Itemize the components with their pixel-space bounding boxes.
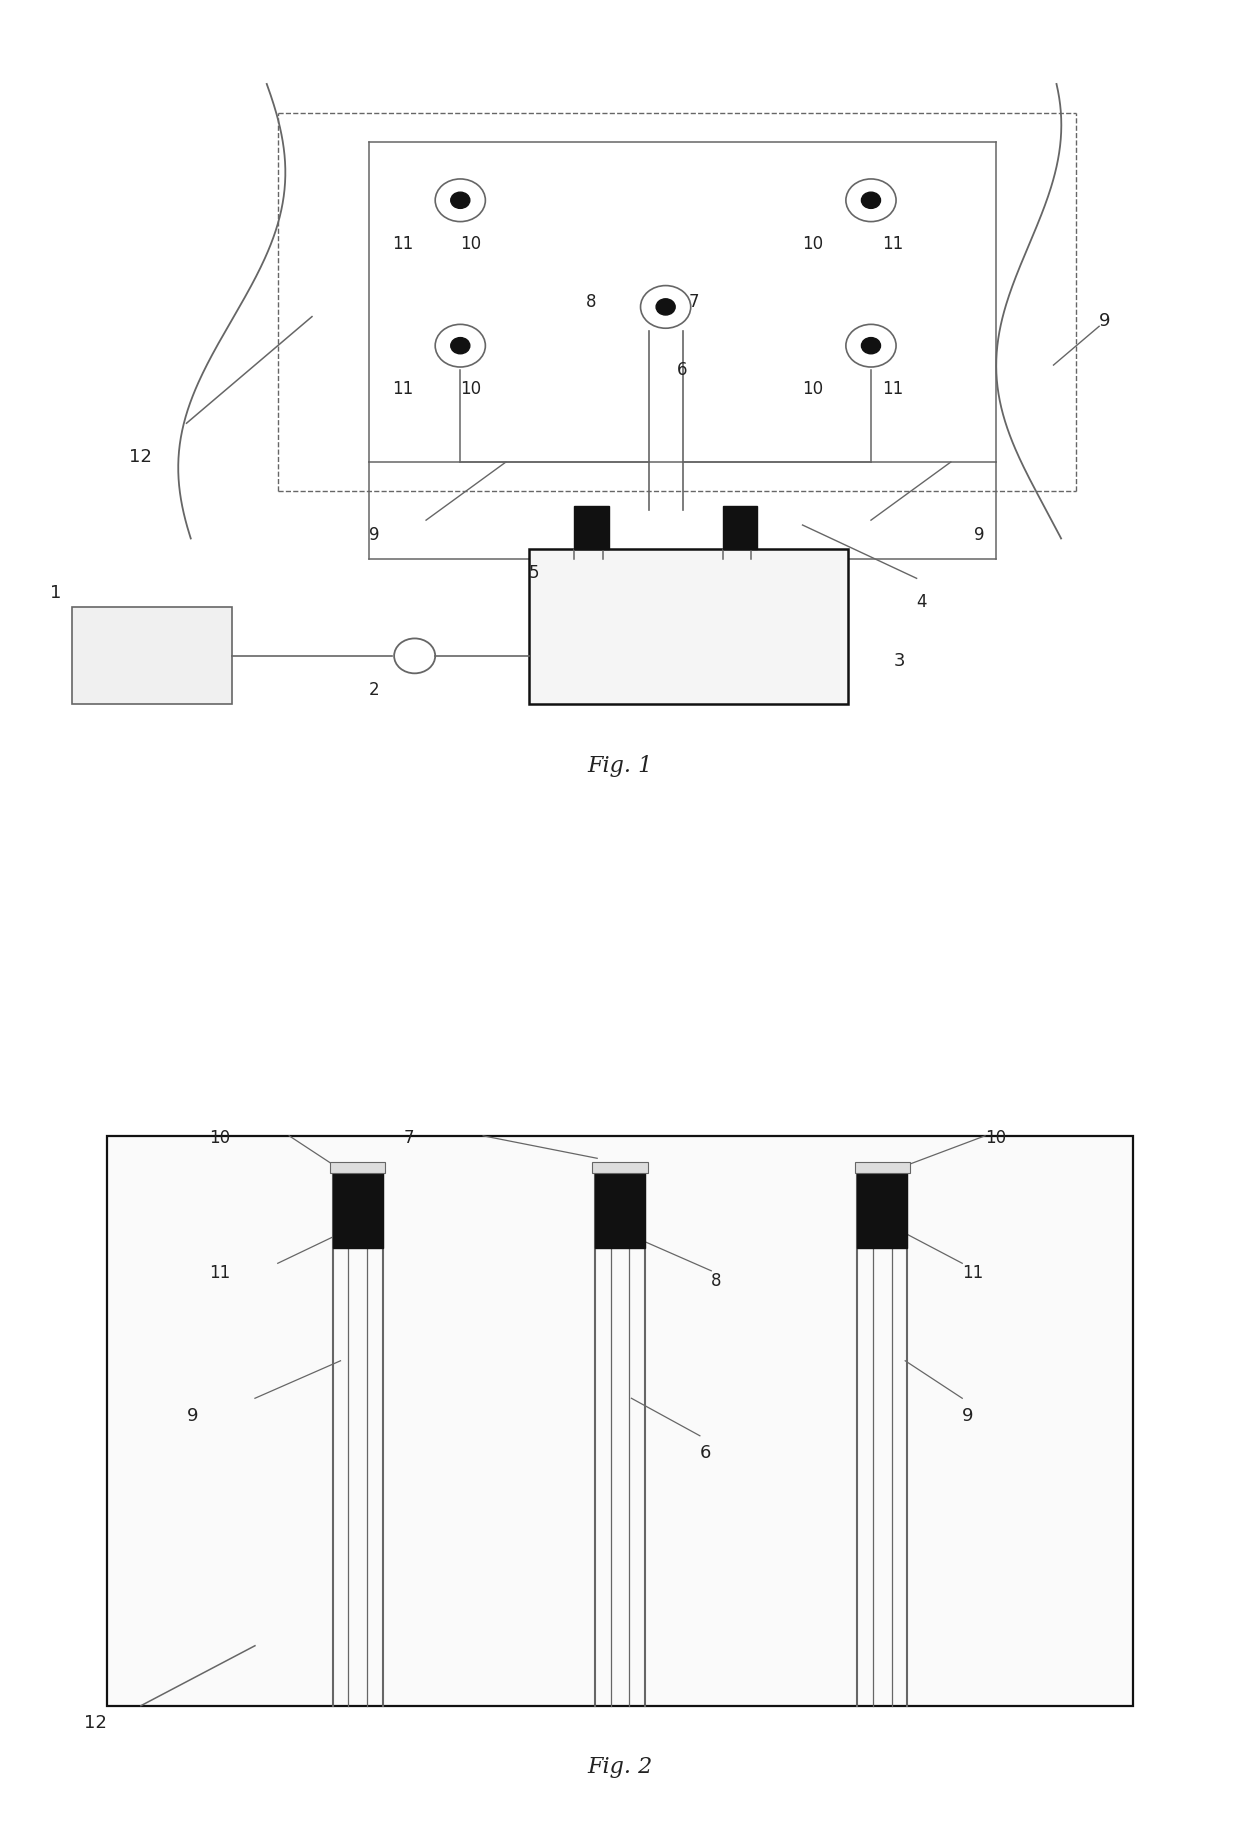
Bar — [593, 1161, 647, 1174]
Text: 9: 9 — [1099, 313, 1111, 331]
Circle shape — [451, 338, 470, 353]
Text: 9: 9 — [370, 525, 379, 543]
Bar — [854, 1161, 910, 1174]
Bar — [332, 1174, 383, 1249]
Text: 3: 3 — [894, 651, 905, 669]
Text: 11: 11 — [210, 1264, 231, 1282]
Text: 4: 4 — [916, 593, 928, 611]
Text: 12: 12 — [129, 448, 153, 466]
Text: 8: 8 — [712, 1271, 722, 1289]
Text: 5: 5 — [528, 565, 539, 582]
Text: Fig. 1: Fig. 1 — [588, 755, 652, 777]
Text: 11: 11 — [392, 234, 413, 252]
Bar — [330, 1161, 386, 1174]
Text: 10: 10 — [985, 1128, 1006, 1147]
Text: 9: 9 — [186, 1407, 198, 1425]
Text: 8: 8 — [585, 293, 596, 311]
Text: 12: 12 — [84, 1714, 107, 1732]
Text: 7: 7 — [403, 1128, 414, 1147]
Text: 2: 2 — [370, 680, 379, 699]
Circle shape — [656, 298, 675, 315]
Bar — [528, 549, 848, 704]
Text: 11: 11 — [962, 1264, 983, 1282]
Text: 10: 10 — [460, 380, 481, 399]
Text: 6: 6 — [677, 360, 687, 379]
Circle shape — [451, 192, 470, 209]
Text: 10: 10 — [802, 380, 823, 399]
Text: 1: 1 — [50, 583, 61, 602]
Bar — [723, 505, 756, 549]
Text: 10: 10 — [210, 1128, 231, 1147]
Bar — [857, 1174, 908, 1249]
Bar — [574, 505, 609, 549]
Text: 7: 7 — [688, 293, 699, 311]
Text: 10: 10 — [460, 234, 481, 252]
Text: 9: 9 — [962, 1407, 973, 1425]
Circle shape — [862, 192, 880, 209]
Text: 6: 6 — [699, 1445, 712, 1461]
Text: 11: 11 — [883, 380, 904, 399]
Text: Fig. 2: Fig. 2 — [588, 1756, 652, 1778]
Text: 9: 9 — [973, 525, 985, 543]
Bar — [107, 1136, 1133, 1706]
Text: 10: 10 — [802, 234, 823, 252]
Circle shape — [862, 338, 880, 353]
Text: 11: 11 — [883, 234, 904, 252]
Bar — [595, 1174, 645, 1249]
Bar — [72, 607, 232, 704]
Text: 11: 11 — [392, 380, 413, 399]
